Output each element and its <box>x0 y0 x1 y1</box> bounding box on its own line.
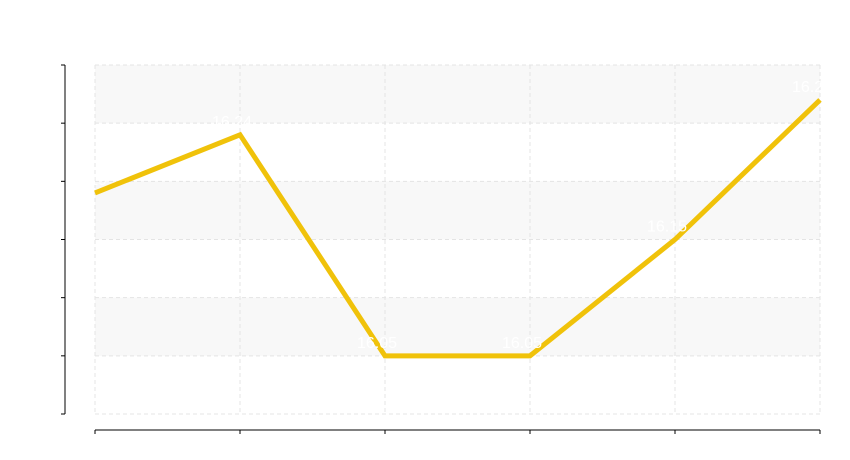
data-label: 16.05 <box>502 335 542 352</box>
y-tick-label: 16.25 <box>28 117 56 129</box>
y-tick-label: 16.2 <box>35 175 56 187</box>
data-label: 16.27 <box>792 79 832 96</box>
y-tick-label: 16.15 <box>28 233 56 245</box>
plot-band <box>95 181 820 240</box>
plot-band <box>95 297 820 356</box>
line <box>94 98 822 359</box>
y-tick-label: 16.05 <box>28 350 56 362</box>
data-label: 16.15 <box>647 219 687 236</box>
data-label: 16.24 <box>212 114 252 131</box>
y-tick-label: 16.3 <box>35 59 56 71</box>
plot-band <box>95 65 820 124</box>
y-tick-label: 16.1 <box>35 292 56 304</box>
y-tick-label: 16 <box>44 408 56 420</box>
data-label: 16.05 <box>357 335 397 352</box>
data-label: 16.19 <box>67 172 107 189</box>
chart-title: Динамика курса 100 Тенге за неделю <box>287 14 616 35</box>
